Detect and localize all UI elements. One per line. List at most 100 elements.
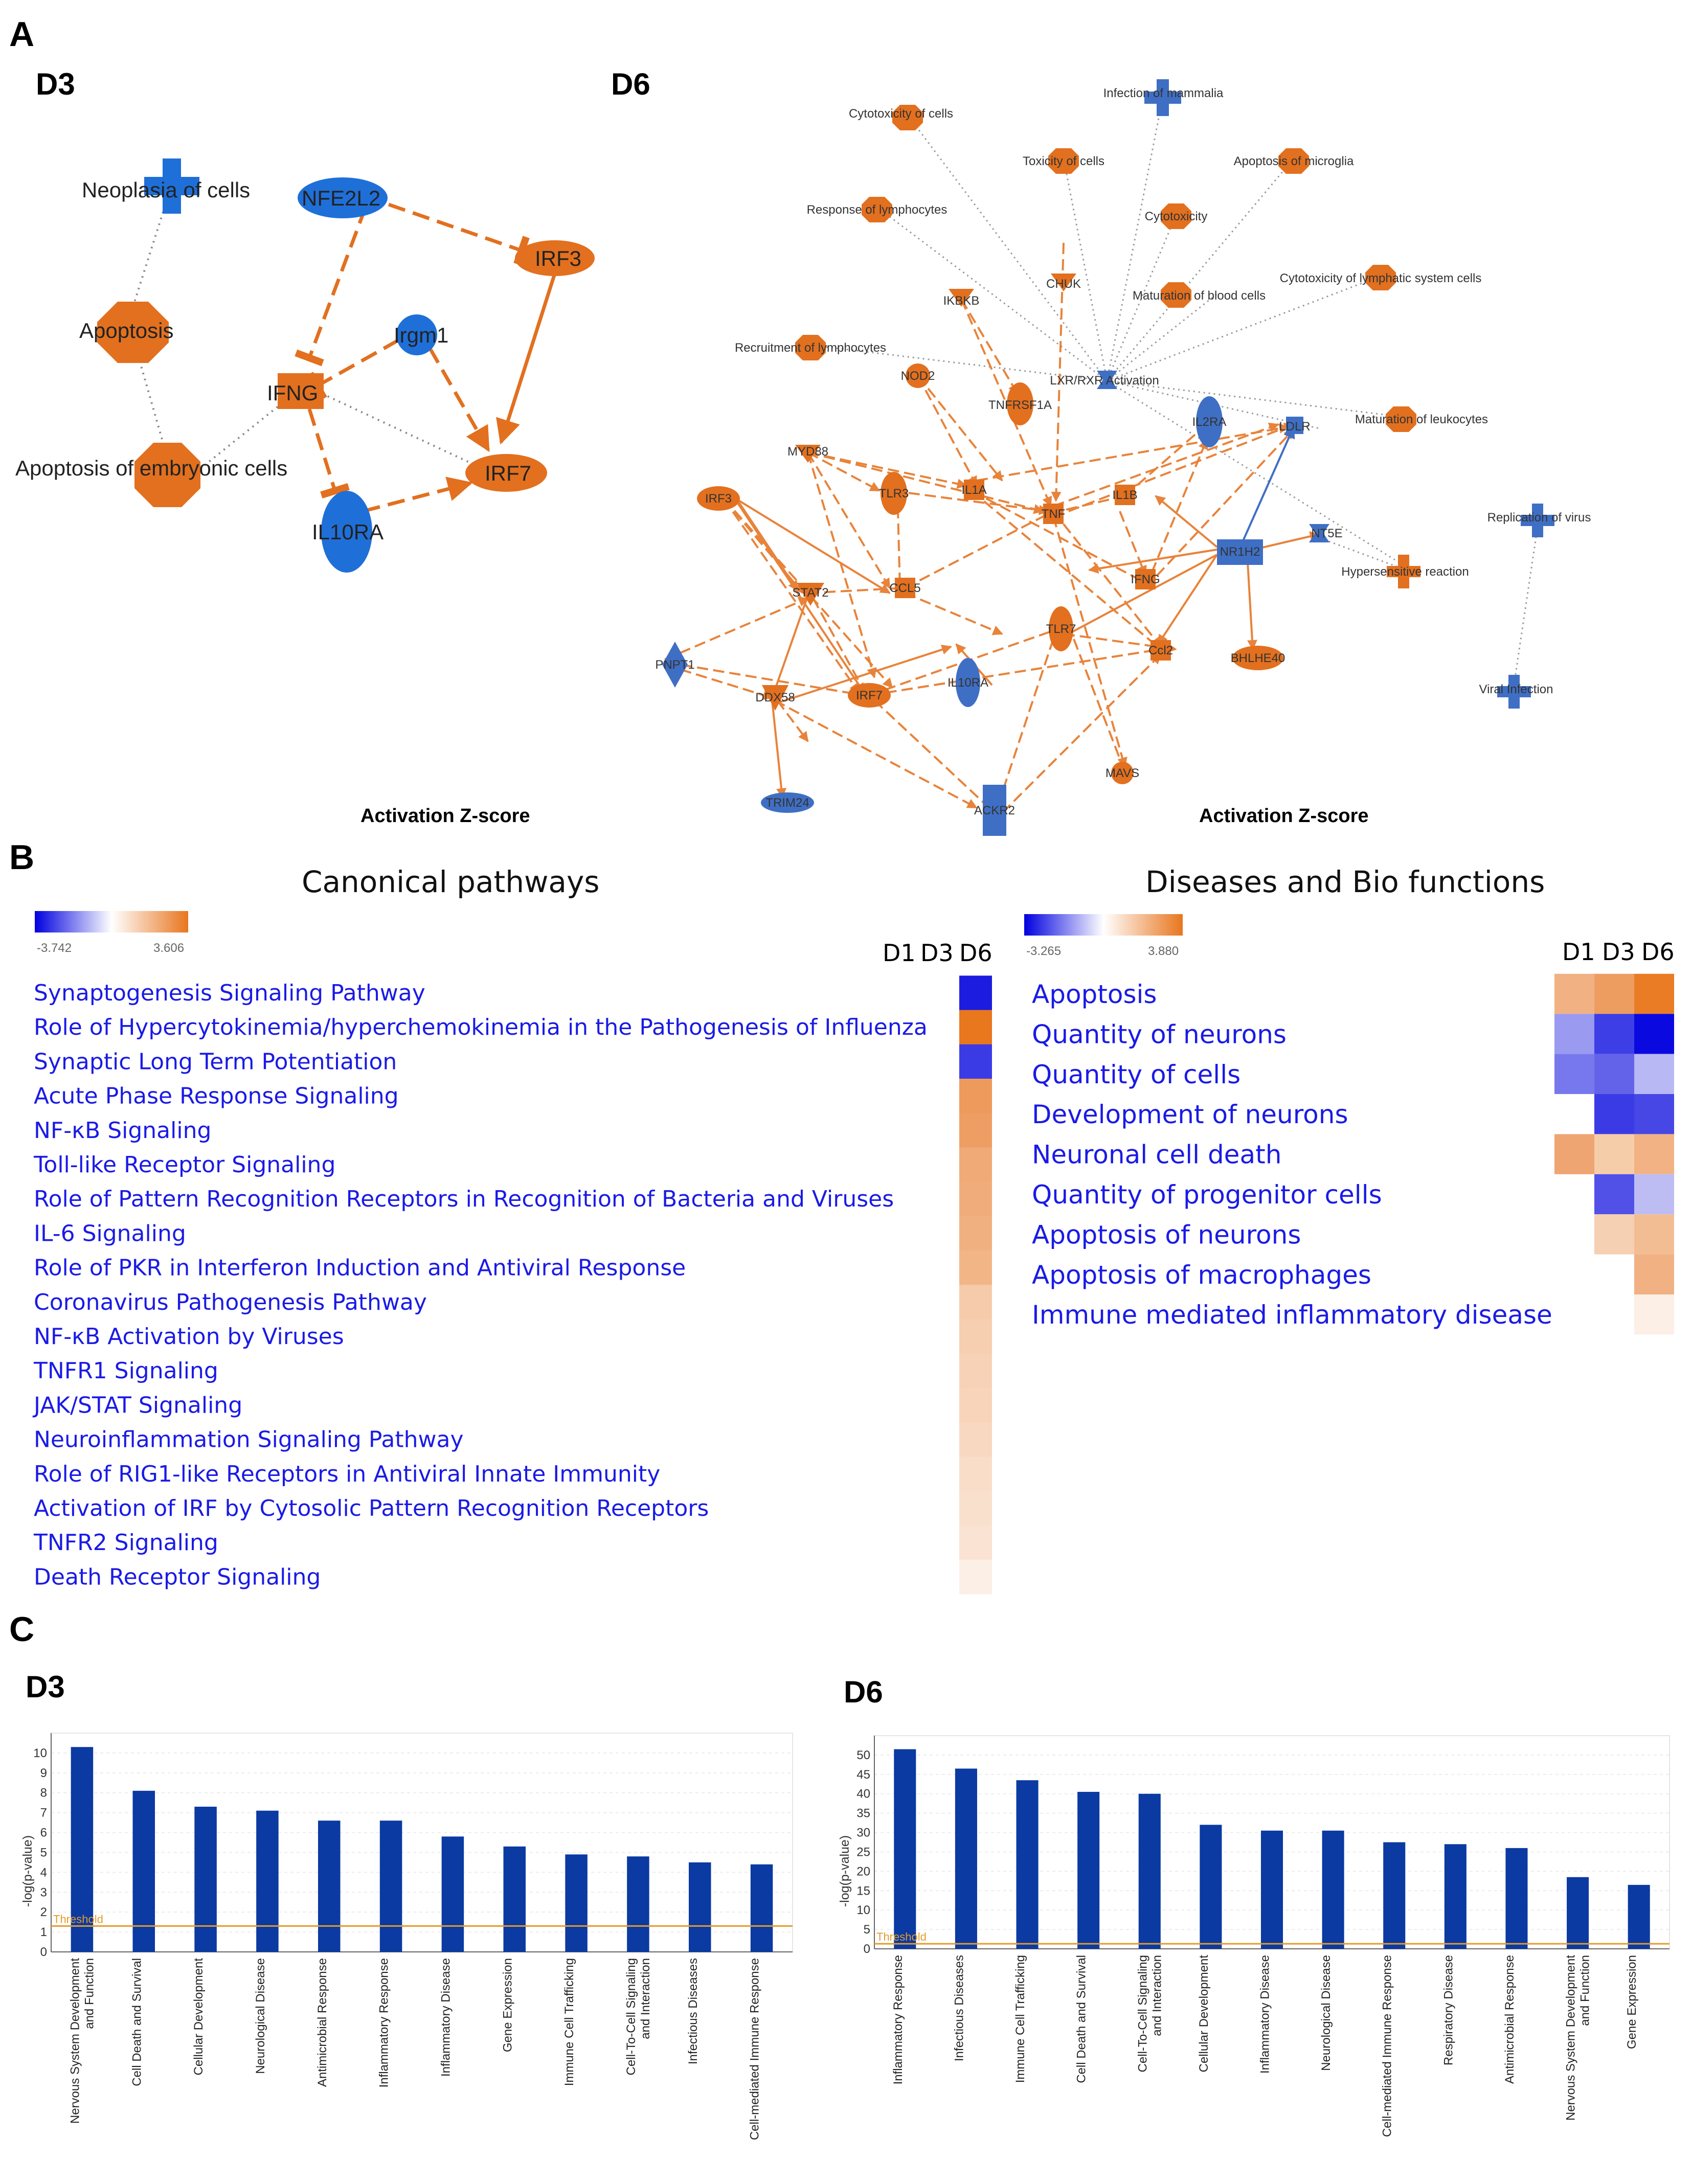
d3-network-title: D3 [36,67,75,101]
canonical-col-d1: D1 [883,939,916,967]
ellipse-shape [761,792,814,813]
d6-blue-edge [1242,425,1295,542]
octagon-shape [795,335,826,360]
pathway-synaptic-long-term-potentiation[interactable]: Synaptic Long Term Potentiation [34,1049,397,1075]
d6-chart-title: D6 [844,1675,883,1709]
diseases-legend-max: 3.880 [1148,944,1179,958]
disease-neuronal-cell-death[interactable]: Neuronal cell death [1032,1140,1281,1170]
disease-d3-cell [1594,1134,1634,1174]
x-tick-label: Cell-mediated Immune Response [1381,1955,1394,2137]
node-label: NOD2 [901,369,935,383]
d6-node-toxicity-of-cells: Toxicity of cells [1023,148,1104,174]
pathway-activation-of-irf-by-cytosolic-pattern-recognition-receptors[interactable]: Activation of IRF by Cytosolic Pattern R… [34,1495,709,1521]
node-label: IL10RA [947,676,988,690]
octagon-shape [1365,265,1396,290]
pathway-role-of-pattern-recognition-receptors-in-recognition-of-bacteria-and-viruses[interactable]: Role of Pattern Recognition Receptors in… [34,1186,894,1212]
square-shape [1150,640,1171,661]
disease-quantity-of-neurons[interactable]: Quantity of neurons [1032,1019,1287,1049]
d6-node-il1b: IL1B [1112,485,1138,505]
d6-node-ifng: IFNG [1131,569,1160,589]
y-tick-label: 15 [856,1884,870,1898]
diseases-col-d3: D3 [1602,938,1635,966]
canonical-legend-max: 3.606 [153,941,184,955]
square-shape [895,578,915,598]
bar-immune-cell-trafficking [1016,1780,1039,1949]
node-label: Cytotoxicity of lymphatic system cells [1280,271,1482,285]
pathway-jak-stat-signaling[interactable]: JAK/STAT Signaling [32,1392,242,1418]
disease-quantity-of-cells[interactable]: Quantity of cells [1032,1060,1240,1089]
node-label: Replication of virus [1487,511,1591,525]
pathway-toll-like-receptor-signaling[interactable]: Toll-like Receptor Signaling [33,1152,335,1178]
pathway-nf-b-activation-by-viruses[interactable]: NF-κB Activation by Viruses [34,1324,344,1350]
d6-bar-chart: D6 -log(p-value) 0 5 10 15 20 25 30 35 40 45 50 Inf… [838,1675,1670,2137]
d6-node-tnf: TNF [1042,504,1065,524]
node-label: NFE2L2 [302,186,380,210]
disease-d1-cell [1554,1054,1594,1094]
pathway-neuroinflammation-signaling-pathway[interactable]: Neuroinflammation Signaling Pathway [34,1427,464,1453]
d3-network: D3 Neoplasia of cells NFE2L2 [15,67,595,827]
pathway-role-of-rig1-like-receptors-in-antiviral-innate-immunity[interactable]: Role of RIG1-like Receptors in Antiviral… [34,1461,660,1487]
disease-apoptosis-of-neurons[interactable]: Apoptosis of neurons [1032,1220,1301,1249]
octagon-shape [1386,406,1416,432]
bar-inflammatory-disease [1260,1830,1283,1949]
d3-node-ifng: IFNG [267,373,324,409]
diseases-col-d1: D1 [1562,938,1595,966]
node-label: IL1A [961,483,986,497]
node-label: IRF3 [705,492,732,506]
x-tick-label: and Function [1578,1955,1592,2026]
d3-chart-title: D3 [26,1670,65,1704]
pathway-d6-cell [959,1181,992,1217]
bar-cell-death-and-survival [1077,1791,1100,1949]
ellipse-shape [881,472,907,515]
d6-chart-plot: 0 5 10 15 20 25 30 35 40 45 50 Inflammatory Respons… [856,1735,1670,2137]
circle-shape [1111,762,1134,784]
pathway-acute-phase-response-signaling[interactable]: Acute Phase Response Signaling [34,1083,399,1109]
pathway-role-of-pkr-in-interferon-induction-and-antiviral-response[interactable]: Role of PKR in Interferon Induction and … [34,1255,686,1281]
disease-quantity-of-progenitor-cells[interactable]: Quantity of progenitor cells [1032,1180,1382,1210]
d6-node-irf3: IRF3 [697,486,740,511]
disease-d1-cell [1554,973,1594,1014]
x-tick-label: and Interaction [1150,1955,1164,2036]
bar-neurological-disease [256,1810,279,1952]
disease-d3-cell [1594,1054,1634,1094]
pathway-role-of-hypercytokinemia-hyperchemokinemia-in-the-pathogenesis-of-influenza[interactable]: Role of Hypercytokinemia/hyperchemokinem… [34,1014,928,1040]
pathway-death-receptor-signaling[interactable]: Death Receptor Signaling [34,1564,321,1590]
diseases-legend-min: -3.265 [1026,944,1061,958]
cross-shape [1144,79,1181,116]
pathway-synaptogenesis-signaling-pathway[interactable]: Synaptogenesis Signaling Pathway [34,980,425,1006]
node-label: IFNG [1131,573,1160,586]
bar-cell-mediated-immune-response [1383,1842,1406,1949]
x-tick-label: Nervous System Development [68,1958,82,2124]
d3-node-irf7: IRF7 [465,454,547,492]
pathway-il-6-signaling[interactable]: IL-6 Signaling [34,1220,186,1246]
node-label: Infection of mammalia [1103,86,1224,100]
d3-node-apoptosis: Apoptosis [79,302,173,363]
ellipse-shape [697,486,740,511]
disease-immune-mediated-inflammatory-disease[interactable]: Immune mediated inflammatory disease [1032,1300,1552,1330]
node-label: IRF7 [485,461,531,485]
bar-inflammatory-response [379,1821,402,1952]
disease-apoptosis-of-macrophages[interactable]: Apoptosis of macrophages [1032,1260,1371,1290]
disease-d6-cell [1634,1174,1674,1215]
pathway-tnfr2-signaling[interactable]: TNFR2 Signaling [33,1530,218,1556]
x-tick-label: Cellular Development [192,1958,206,2076]
d6-node-ccl2: Ccl2 [1148,640,1173,661]
ellipse-shape [1232,646,1283,670]
ellipse-shape [1049,606,1073,651]
canonical-pathways: Canonical pathways -3.742 3.606 D1 D3 D6… [32,864,992,1595]
ellipse-shape [298,177,388,218]
d6-node-cytotoxicity-of-lymphatic-system-cells: Cytotoxicity of lymphatic system cells [1280,265,1482,290]
bar-antimicrobial-response [1505,1848,1528,1949]
disease-apoptosis[interactable]: Apoptosis [1032,980,1157,1009]
y-tick-label: 0 [40,1945,47,1959]
d6-node-cytotoxicity: Cytotoxicity [1145,203,1207,229]
triangle-shape [949,289,974,307]
pathway-tnfr1-signaling[interactable]: TNFR1 Signaling [33,1358,218,1384]
pathway-coronavirus-pathogenesis-pathway[interactable]: Coronavirus Pathogenesis Pathway [34,1289,427,1315]
disease-development-of-neurons[interactable]: Development of neurons [1032,1100,1348,1129]
node-label: NT5E [1311,527,1342,540]
ellipse-shape [956,658,980,707]
y-tick-label: 7 [40,1806,47,1820]
pathway-nf-b-signaling[interactable]: NF-κB Signaling [34,1118,211,1144]
